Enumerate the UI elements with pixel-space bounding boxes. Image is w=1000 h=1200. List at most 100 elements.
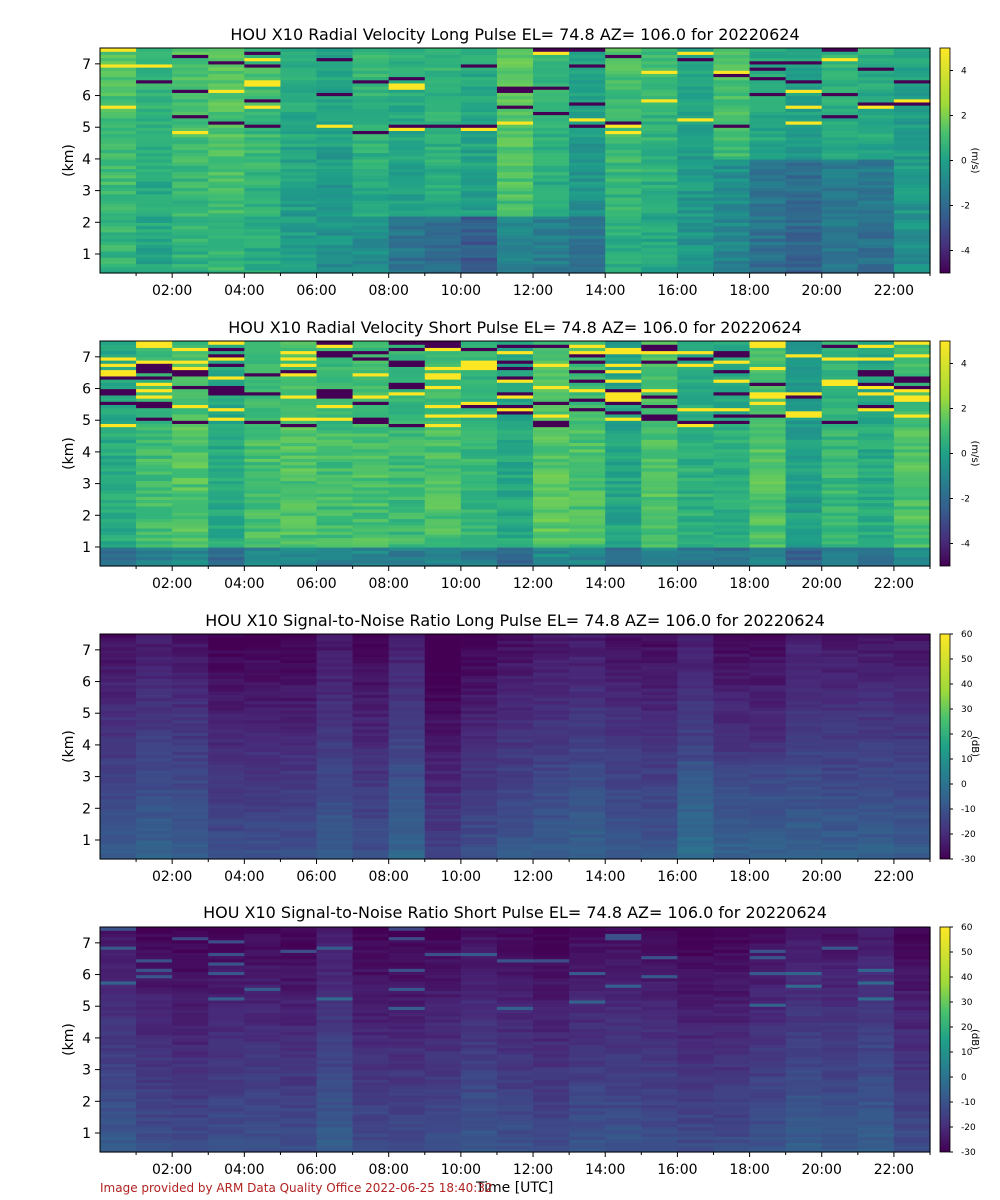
heatmap-cell	[821, 697, 859, 702]
heatmap-cell	[280, 177, 318, 182]
heatmap-cell	[677, 662, 715, 667]
heatmap-cell	[244, 250, 282, 255]
heatmap-cell	[352, 760, 390, 765]
heatmap-cell	[460, 130, 498, 135]
heatmap-cell	[821, 152, 859, 157]
heatmap-cell	[172, 86, 209, 90]
heatmap-cell	[172, 139, 209, 144]
heatmap-cell	[893, 515, 931, 520]
heatmap-cell	[388, 350, 426, 355]
heatmap-cell	[821, 792, 859, 797]
heatmap-cell	[569, 836, 606, 841]
heatmap-cell	[280, 353, 318, 358]
heatmap-cell	[533, 843, 570, 847]
heatmap-cell	[352, 344, 390, 348]
heatmap-cell	[352, 111, 390, 116]
heatmap-cell	[280, 729, 318, 733]
heatmap-cell	[316, 748, 354, 752]
heatmap-cell	[460, 410, 498, 415]
heatmap-cell	[136, 486, 173, 491]
heatmap-cell	[605, 824, 642, 828]
heatmap-cell	[713, 155, 751, 160]
heatmap-cell	[641, 776, 678, 781]
heatmap-cell	[713, 776, 751, 781]
heatmap-cell	[280, 556, 318, 561]
heatmap-cell	[749, 792, 787, 797]
heatmap-cell	[244, 534, 282, 539]
heatmap-cell	[713, 543, 751, 548]
heatmap-cell	[388, 184, 426, 189]
heatmap-cell	[569, 70, 606, 74]
heatmap-cell	[533, 108, 570, 112]
heatmap-cell	[424, 344, 462, 348]
heatmap-cell	[388, 486, 426, 491]
heatmap-cell	[424, 105, 462, 109]
heatmap-cell	[136, 67, 173, 71]
heatmap-cell	[857, 108, 895, 112]
heatmap-cell	[388, 432, 426, 437]
heatmap-cell	[424, 808, 462, 813]
heatmap-cell	[641, 67, 678, 71]
heatmap-cell	[569, 105, 606, 109]
heatmap-cell	[424, 238, 462, 242]
heatmap-cell	[641, 678, 678, 683]
heatmap-cell	[749, 694, 787, 698]
heatmap-cell	[172, 767, 209, 771]
heatmap-cell	[749, 209, 787, 214]
heatmap-cell	[857, 751, 895, 756]
heatmap-cell	[280, 398, 318, 402]
heatmap-cell	[893, 266, 931, 271]
heatmap-cell	[857, 805, 895, 809]
heatmap-cell	[533, 120, 570, 125]
heatmap-cell	[569, 843, 606, 847]
heatmap-cell	[244, 63, 282, 68]
heatmap-cell	[424, 640, 462, 645]
heatmap-cell	[893, 231, 931, 236]
heatmap-cell	[172, 843, 209, 847]
heatmap-cell	[424, 700, 462, 705]
heatmap-cell	[713, 458, 751, 463]
heatmap-cell	[605, 710, 642, 714]
heatmap-cell	[280, 521, 318, 526]
heatmap-cell	[821, 432, 859, 437]
heatmap-cell	[533, 375, 570, 380]
heatmap-cell	[208, 60, 245, 65]
heatmap-cell	[749, 67, 787, 71]
heatmap-cell	[496, 225, 534, 230]
heatmap-cell	[172, 89, 209, 93]
heatmap-cell	[244, 499, 282, 504]
heatmap-cell	[460, 360, 498, 364]
heatmap-cell	[280, 678, 318, 683]
heatmap-cell	[857, 222, 895, 227]
heatmap-cell	[352, 190, 390, 195]
heatmap-cell	[713, 162, 751, 166]
heatmap-cell	[713, 92, 751, 97]
heatmap-cell	[893, 439, 931, 444]
heatmap-cell	[496, 353, 534, 358]
heatmap-cell	[100, 436, 137, 440]
heatmap-cell	[280, 92, 318, 97]
heatmap-cell	[316, 795, 354, 800]
heatmap-cell	[136, 817, 173, 822]
heatmap-cell	[316, 250, 354, 255]
heatmap-cell	[785, 63, 823, 68]
heatmap-cell	[100, 512, 137, 516]
heatmap-cell	[496, 114, 534, 119]
heatmap-cell	[172, 152, 209, 157]
heatmap-cell	[533, 716, 570, 721]
heatmap-cell	[785, 653, 823, 657]
heatmap-cell	[244, 808, 282, 813]
heatmap-cell	[533, 732, 570, 737]
heatmap-cell	[388, 518, 426, 523]
heatmap-cell	[424, 849, 462, 854]
heatmap-cell	[605, 155, 642, 160]
heatmap-cell	[533, 795, 570, 800]
heatmap-cell	[569, 231, 606, 236]
heatmap-cell	[713, 678, 751, 683]
heatmap-cell	[533, 209, 570, 214]
heatmap-cell	[244, 675, 282, 679]
heatmap-cell	[136, 127, 173, 131]
heatmap-cell	[533, 231, 570, 236]
heatmap-cell	[460, 691, 498, 695]
heatmap-cell	[533, 464, 570, 469]
